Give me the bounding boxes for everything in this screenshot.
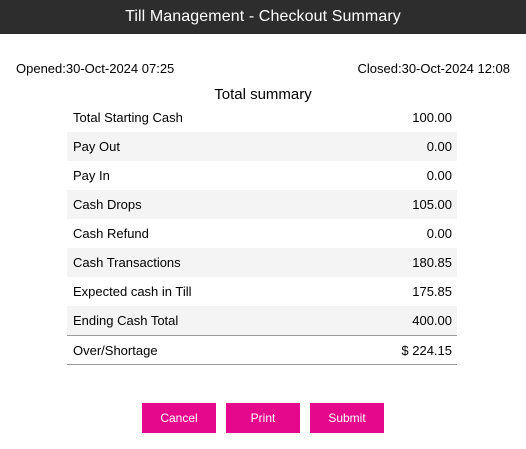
action-buttons: Cancel Print Submit	[0, 403, 526, 433]
row-label: Cash Refund	[73, 226, 149, 241]
row-value: 0.00	[426, 168, 452, 183]
session-times: Opened:30-Oct-2024 07:25 Closed:30-Oct-2…	[16, 61, 510, 77]
row-ending-cash-total: Ending Cash Total 400.00	[67, 306, 457, 335]
row-value: 100.00	[412, 110, 452, 125]
row-cash-refund: Cash Refund 0.00	[67, 219, 457, 248]
row-label: Total Starting Cash	[73, 110, 183, 125]
row-value: 175.85	[412, 284, 452, 299]
print-button[interactable]: Print	[226, 403, 300, 433]
row-value: 0.00	[426, 139, 452, 154]
row-label: Over/Shortage	[73, 342, 158, 358]
opened-time: Opened:30-Oct-2024 07:25	[16, 61, 175, 76]
row-label: Cash Drops	[73, 197, 142, 212]
row-value: 180.85	[412, 255, 452, 270]
summary-table: Total Starting Cash 100.00 Pay Out 0.00 …	[67, 103, 457, 365]
row-label: Pay Out	[73, 139, 120, 154]
row-label: Ending Cash Total	[73, 313, 179, 328]
row-value: $ 224.15	[401, 342, 452, 358]
row-total-starting-cash: Total Starting Cash 100.00	[67, 103, 457, 132]
cancel-button[interactable]: Cancel	[142, 403, 216, 433]
row-value: 105.00	[412, 197, 452, 212]
row-pay-in: Pay In 0.00	[67, 161, 457, 190]
window-title: Till Management - Checkout Summary	[125, 8, 401, 25]
submit-button[interactable]: Submit	[310, 403, 384, 433]
row-cash-drops: Cash Drops 105.00	[67, 190, 457, 219]
row-value: 400.00	[412, 313, 452, 328]
row-pay-out: Pay Out 0.00	[67, 132, 457, 161]
row-expected-cash: Expected cash in Till 175.85	[67, 277, 457, 306]
row-label: Expected cash in Till	[73, 284, 192, 299]
row-value: 0.00	[426, 226, 452, 241]
row-label: Pay In	[73, 168, 110, 183]
summary-heading: Total summary	[214, 86, 312, 103]
title-bar: Till Management - Checkout Summary	[0, 0, 526, 34]
row-label: Cash Transactions	[73, 255, 181, 270]
row-cash-transactions: Cash Transactions 180.85	[67, 248, 457, 277]
closed-time: Closed:30-Oct-2024 12:08	[357, 61, 510, 76]
row-over-shortage: Over/Shortage $ 224.15	[67, 335, 457, 365]
